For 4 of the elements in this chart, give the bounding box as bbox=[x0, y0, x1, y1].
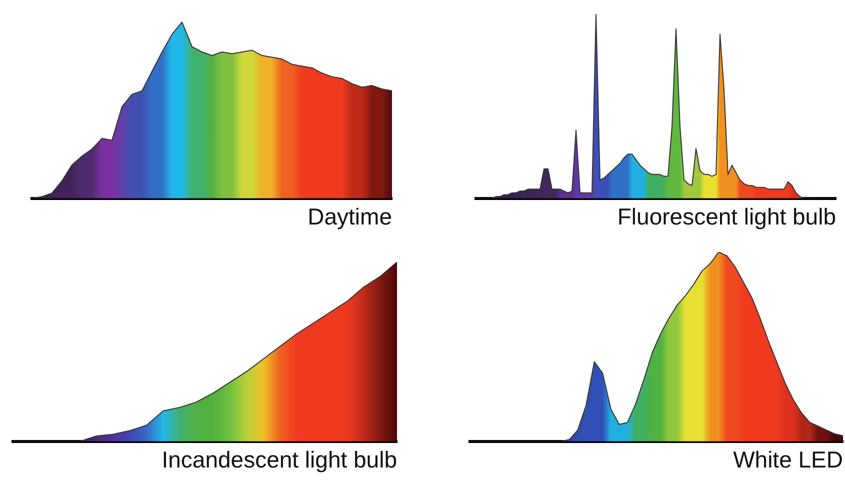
x-axis-title: White LED bbox=[733, 446, 843, 473]
x-axis-title: Daytime bbox=[308, 204, 392, 230]
x-axis-title: Fluorescent light bulb bbox=[617, 204, 836, 230]
x-axis-title: Incandescent light bulb bbox=[162, 446, 397, 473]
